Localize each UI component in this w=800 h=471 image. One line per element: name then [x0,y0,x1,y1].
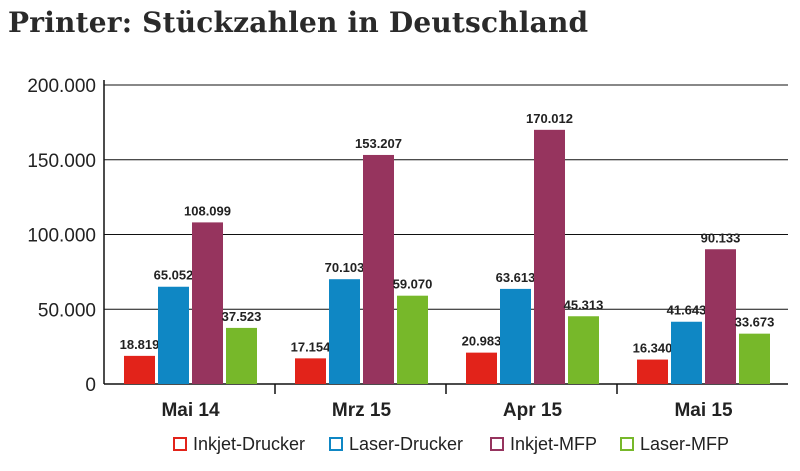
data-label: 108.099 [184,203,231,218]
data-label: 33.673 [735,315,775,330]
data-label: 65.052 [154,268,194,283]
bar-inkjet-drucker [295,358,326,384]
data-label: 153.207 [355,136,402,151]
data-label: 70.103 [325,260,365,275]
data-label: 37.523 [222,309,262,324]
data-label: 16.340 [633,341,673,356]
bar-laser-drucker [329,279,360,384]
bar-laser-mfp [568,316,599,384]
data-label: 18.819 [120,337,160,352]
legend-label: Inkjet-Drucker [193,434,305,454]
legend-label: Laser-Drucker [349,434,463,454]
legend-swatch [620,437,634,451]
bar-inkjet-drucker [637,359,668,384]
bar-laser-mfp [739,333,770,384]
data-label: 45.313 [564,297,604,312]
chart-title: Printer: Stückzahlen in Deutschland [8,6,589,39]
data-label: 170.012 [526,111,573,126]
data-label: 41.643 [667,303,707,318]
bar-inkjet-mfp [705,249,736,384]
x-tick-label: Mrz 15 [332,400,392,421]
y-tick-label: 0 [85,375,96,396]
data-label: 63.613 [496,270,536,285]
legend-swatch [329,437,343,451]
legend-label: Laser-MFP [640,434,729,454]
data-label: 17.154 [291,339,332,354]
x-tick-label: Apr 15 [503,400,563,421]
bar-laser-mfp [226,327,257,384]
bar-inkjet-drucker [124,355,155,384]
x-tick-label: Mai 15 [674,400,733,421]
bar-laser-drucker [671,321,702,384]
legend-label: Inkjet-MFP [510,434,597,454]
y-tick-label: 100.000 [27,226,96,247]
x-tick-label: Mai 14 [161,400,220,421]
data-label: 20.983 [462,334,502,349]
y-tick-label: 200.000 [27,76,96,97]
y-tick-label: 150.000 [27,151,96,172]
y-tick-label: 50.000 [38,300,96,321]
bar-inkjet-mfp [363,154,394,384]
data-label: 59.070 [393,277,433,292]
bar-inkjet-drucker [466,352,497,384]
bar-laser-mfp [397,295,428,384]
legend-swatch [173,437,187,451]
bar-laser-drucker [500,288,531,384]
data-label: 90.133 [701,230,741,245]
bar-inkjet-mfp [534,129,565,384]
bar-laser-drucker [158,286,189,384]
bar-inkjet-mfp [192,222,223,384]
legend-swatch [490,437,504,451]
